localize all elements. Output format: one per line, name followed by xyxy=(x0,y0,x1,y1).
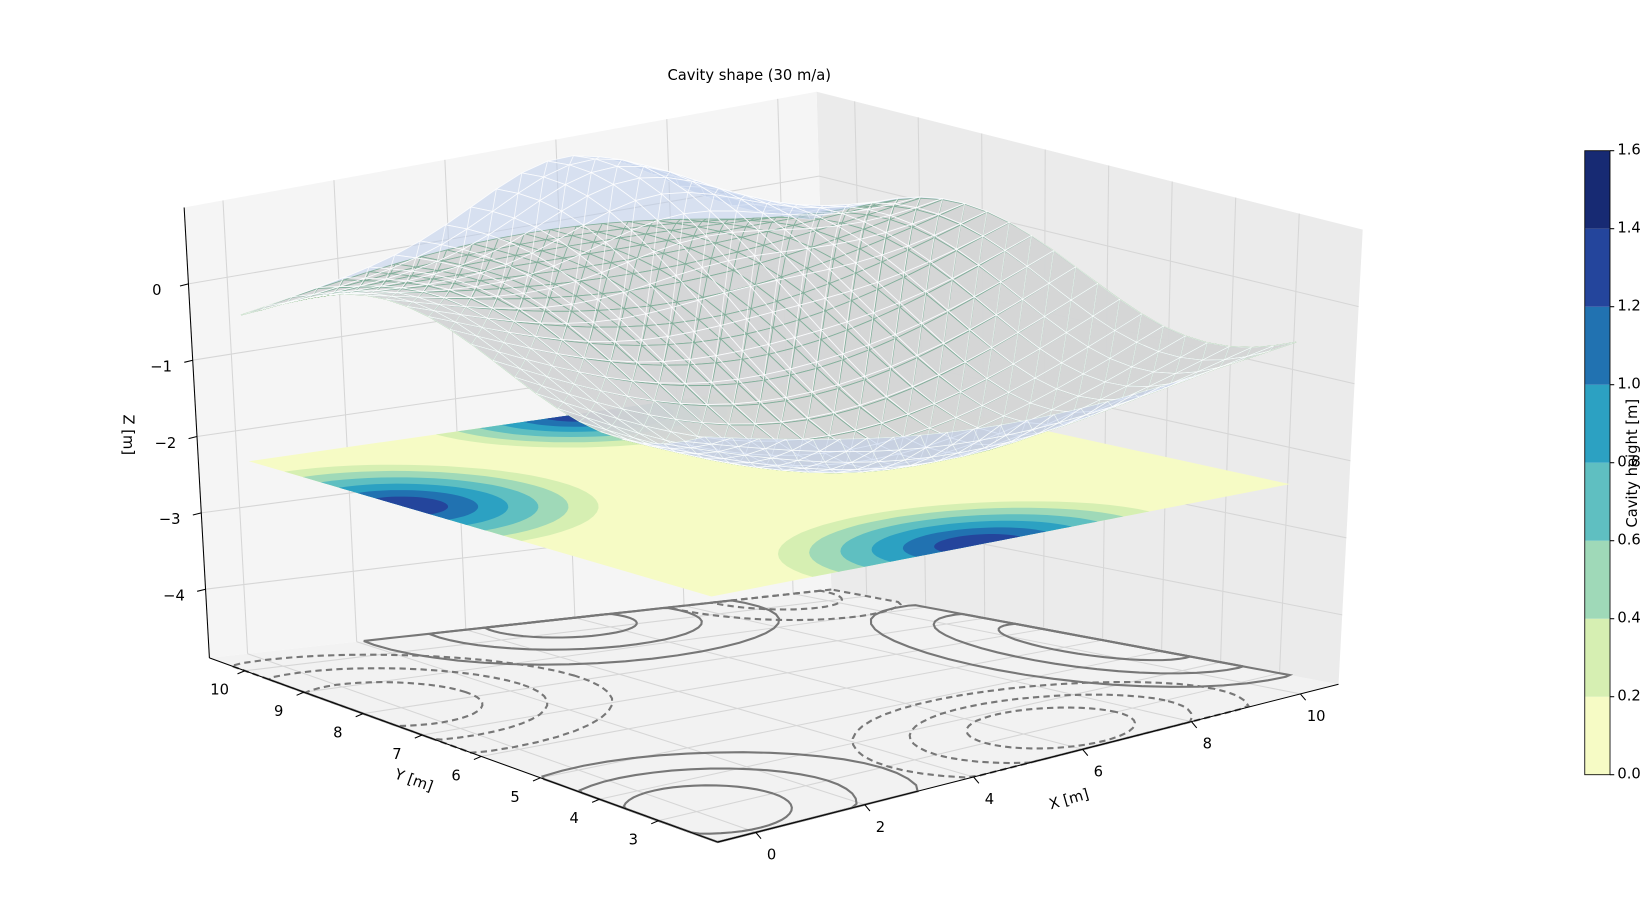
y-tick xyxy=(238,671,245,674)
z-tick-label: −3 xyxy=(159,511,181,528)
colorbar-band xyxy=(1585,463,1610,541)
colorbar-tick-label: 0.0 xyxy=(1617,766,1640,783)
colorbar-band xyxy=(1585,229,1610,307)
colorbar-band xyxy=(1585,307,1610,385)
y-tick-label: 8 xyxy=(333,725,342,742)
x-tick xyxy=(974,777,979,783)
z-axis-label: Z [m] xyxy=(119,415,136,456)
page: {"chart_data": {"type": "surface3d", "ti… xyxy=(0,0,1650,917)
x-tick-label: 6 xyxy=(1094,763,1103,780)
y-tick xyxy=(651,821,658,824)
colorbar-band xyxy=(1585,151,1610,229)
y-tick xyxy=(533,778,540,781)
y-tick-label: 10 xyxy=(210,682,229,699)
colorbar-tick-label: 0.2 xyxy=(1617,688,1640,705)
chart-title: Cavity shape (30 m/a) xyxy=(667,67,831,84)
x-tick-label: 2 xyxy=(876,819,885,836)
z-tick xyxy=(184,360,192,362)
colorbar-tick-label: 1.6 xyxy=(1617,142,1640,159)
z-tick xyxy=(193,513,201,515)
x-tick-label: 10 xyxy=(1307,708,1326,725)
y-tick-label: 7 xyxy=(392,746,401,763)
y-tick xyxy=(474,756,481,759)
colorbar-band xyxy=(1585,541,1610,619)
z-tick-label: −4 xyxy=(163,588,185,605)
colorbar-tick-label: 1.4 xyxy=(1617,220,1640,237)
x-tick-label: 8 xyxy=(1203,736,1212,753)
y-tick xyxy=(415,735,422,738)
y-tick xyxy=(297,692,304,695)
x-axis-label: X [m] xyxy=(1047,786,1091,814)
colorbar-band xyxy=(1585,697,1610,775)
z-tick-label: −1 xyxy=(150,359,172,376)
y-tick-label: 4 xyxy=(570,810,579,827)
y-tick-label: 3 xyxy=(629,832,638,849)
z-tick xyxy=(197,589,205,591)
x-tick xyxy=(865,805,870,811)
y-axis-label: Y [m] xyxy=(391,765,435,795)
y-tick-label: 9 xyxy=(274,703,283,720)
z-tick xyxy=(189,437,197,439)
x-tick xyxy=(756,832,761,838)
colorbar-tick-label: 1.2 xyxy=(1617,298,1640,315)
x-tick xyxy=(1300,694,1305,700)
colorbar-band xyxy=(1585,385,1610,463)
x-tick-label: 4 xyxy=(985,791,994,808)
x-tick-label: 0 xyxy=(767,847,776,864)
y-tick-label: 5 xyxy=(510,789,519,806)
y-tick-label: 6 xyxy=(451,767,460,784)
z-tick xyxy=(180,284,188,286)
x-tick xyxy=(1191,722,1196,728)
chart: 0 2 4 6 8 10 3 4 5 6 7 8 9 10 −4 −3 −2 −1 0 Cavity shape (… xyxy=(0,0,1650,917)
y-tick xyxy=(356,714,363,717)
colorbar-band xyxy=(1585,619,1610,697)
colorbar-tick-label: 0.4 xyxy=(1617,610,1640,627)
y-tick xyxy=(592,799,599,802)
colorbar-tick-label: 0.6 xyxy=(1617,532,1640,549)
x-tick xyxy=(1083,749,1088,755)
z-tick-label: −2 xyxy=(155,435,177,452)
colorbar-tick-label: 0.8 xyxy=(1617,454,1640,471)
colorbar-tick-label: 1.0 xyxy=(1617,376,1640,393)
z-tick-label: 0 xyxy=(152,282,161,299)
